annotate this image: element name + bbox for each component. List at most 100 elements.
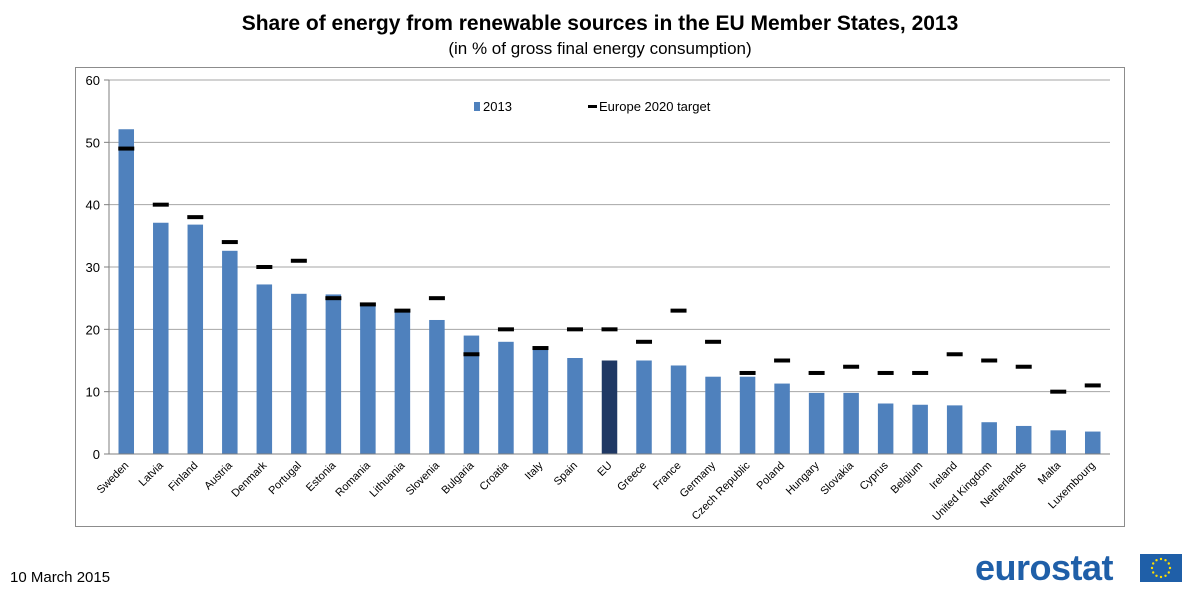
target-marker [670,308,687,313]
x-tick-label: Croatia [478,459,512,493]
target-marker [118,146,135,151]
target-marker [290,258,307,263]
bar-czech-republic [739,376,756,454]
x-tick-label: Malta [1036,459,1064,487]
bar-finland [187,224,204,454]
target-marker [394,308,411,313]
y-tick-label: 20 [86,322,100,337]
target-marker [946,352,963,357]
x-tick-label: Bulgaria [440,459,478,497]
date-label: 10 March 2015 [10,569,111,586]
y-tick-label: 40 [86,198,100,213]
x-tick-label: Spain [552,460,580,488]
flag-star [1150,566,1154,570]
chart-subtitle: (in % of gross final energy consumption) [448,39,752,58]
legend-swatch-2013 [474,102,480,111]
flag-star [1159,557,1163,561]
y-tick-label: 30 [86,260,100,275]
bar-france [670,365,687,454]
bar-croatia [498,341,514,454]
flag-star [1152,571,1155,574]
target-marker [981,358,998,363]
target-marker [1084,383,1101,388]
bar-italy [532,349,549,454]
target-marker [1050,389,1067,394]
target-marker [359,302,376,307]
bar-slovenia [429,319,445,454]
x-tick-label: Sweden [95,460,132,497]
target-marker [1015,364,1032,369]
target-marker [808,370,825,375]
x-tick-label: Italy [523,459,546,482]
x-tick-label: Estonia [304,459,339,494]
bar-spain [567,358,583,454]
bar-austria [222,250,238,454]
x-tick-label: France [651,460,684,493]
target-marker [843,364,860,369]
x-tick-label: Austria [202,459,235,492]
target-marker [739,370,756,375]
chart-title: Share of energy from renewable sources i… [241,12,959,35]
x-tick-label: Latvia [137,459,167,489]
x-tick-label: Denmark [229,459,269,499]
y-tick-label: 0 [93,447,100,462]
target-marker [256,265,273,269]
bar-eu [601,360,618,454]
chart-area: 0 10 20 30 40 50 60 Sweden Latvia Finland Austria D… [75,67,1125,527]
x-tick-label: Cyprus [858,459,891,492]
target-marker [705,339,722,344]
target-marker [601,327,618,332]
target-marker [325,296,342,301]
x-tick-label: Portugal [267,460,304,497]
x-tick-label: EU [595,460,614,479]
bar-greece [636,360,652,454]
x-tick-label: Belgium [889,460,926,497]
target-marker [774,358,791,363]
y-tick-label: 10 [86,385,100,400]
target-marker [187,215,204,220]
bar-malta [1050,430,1066,454]
flag-star [1152,562,1155,565]
flag-star [1168,566,1172,570]
bar-belgium [912,404,928,454]
flag-star [1167,562,1170,565]
bar-germany [705,376,721,454]
bar-bulgaria [463,335,480,454]
x-tick-label: Poland [754,460,787,493]
legend-label-target: Europe 2020 target [599,99,711,114]
target-marker [566,327,583,332]
x-tick-label: Romania [333,459,373,499]
bar-poland [774,383,790,454]
legend-swatch-target [588,105,597,108]
x-tick-label: Slovenia [404,459,443,498]
x-tick-label: Slovakia [818,459,857,498]
target-marker [912,370,929,375]
y-tick-label: 60 [86,73,100,88]
flag-star [1167,571,1170,574]
bar-ireland [946,405,963,454]
target-marker [497,327,514,332]
flag-star [1159,575,1163,579]
bar-luxembourg [1084,431,1101,454]
bar-netherlands [1015,425,1032,454]
flag-star [1155,559,1158,562]
bar-lithuania [394,310,411,454]
bar-latvia [153,222,169,454]
bar-denmark [256,284,273,454]
bar-sweden [118,129,135,454]
logo-text: eurostat [975,547,1114,588]
target-marker [877,370,894,375]
x-tick-label: Lithuania [367,459,408,500]
target-marker [463,352,480,357]
flag-star [1164,559,1167,562]
bar-chart: 0 10 20 30 40 50 60 Sweden Latvia Finland AustriaD… [86,73,1110,523]
target-marker [636,339,653,344]
legend-label-2013: 2013 [483,99,512,114]
target-marker [152,202,169,207]
x-tick-label: Hungary [784,459,822,497]
bar-portugal [291,293,307,454]
eu-flag-icon [1140,554,1182,582]
x-tick-label: Greece [615,460,649,494]
flag-star [1164,574,1167,577]
bar-hungary [808,392,825,454]
